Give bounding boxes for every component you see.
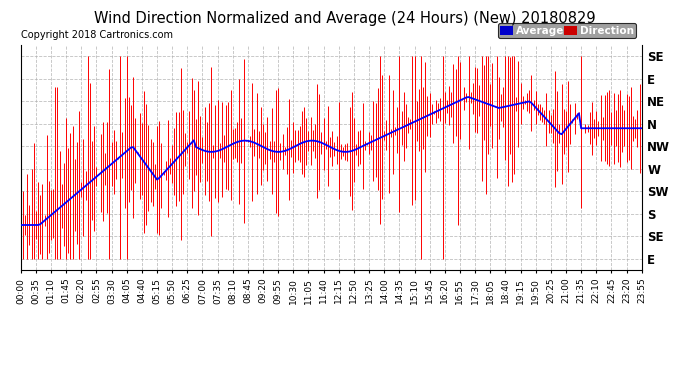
Text: Wind Direction Normalized and Average (24 Hours) (New) 20180829: Wind Direction Normalized and Average (2… [95,11,595,26]
Legend: Average, Direction: Average, Direction [497,23,636,38]
Text: Copyright 2018 Cartronics.com: Copyright 2018 Cartronics.com [21,30,172,40]
